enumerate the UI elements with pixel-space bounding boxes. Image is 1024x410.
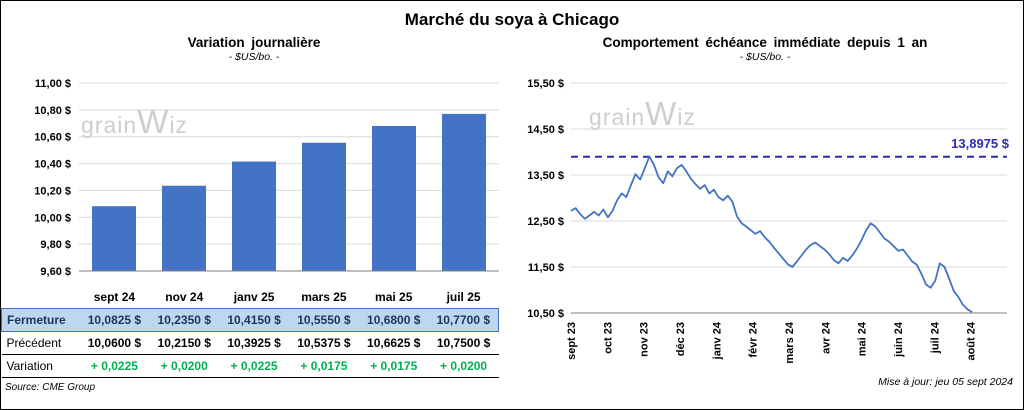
bar-juil-25 <box>442 113 486 271</box>
x-axis-label: nov 23 <box>639 322 651 357</box>
x-axis-label: janv 24 <box>711 321 723 360</box>
fermeture-value: 10,2350 $ <box>149 308 220 332</box>
y-axis-label: 10,60 $ <box>34 132 71 144</box>
row-label-precedent: Précédent <box>1 331 80 355</box>
x-axis-label: déc 23 <box>675 322 687 356</box>
right-chart-subtitle: - $US/bo. - <box>739 51 791 63</box>
price-line <box>570 155 973 313</box>
x-axis-label: sept 23 <box>566 322 578 360</box>
bar-nov-24 <box>162 185 206 271</box>
bar-janv-25 <box>232 161 276 271</box>
y-axis-label: 12,50 $ <box>527 216 564 228</box>
contract-label: janv 25 <box>233 290 275 304</box>
yearly-high-label: 13,8975 $ <box>951 136 1009 151</box>
x-axis-label: juil 24 <box>929 321 941 354</box>
bar-sept-24 <box>92 206 136 271</box>
header-empty-cell <box>2 285 80 309</box>
y-axis-label: 15,50 $ <box>527 78 564 90</box>
row-label-fermeture: Fermeture <box>1 308 80 332</box>
y-axis-label: 11,50 $ <box>528 262 564 274</box>
contract-header-row: sept 24 nov 24 janv 25 mars 25 mai 25 ju… <box>2 285 499 309</box>
left-chart-title: Variation journalière <box>187 35 321 50</box>
bar-mars-25 <box>302 142 346 271</box>
precedent-value: 10,3925 $ <box>219 331 289 355</box>
precedent-value: 10,5375 $ <box>288 331 359 355</box>
x-axis-label: avr 24 <box>820 321 832 354</box>
source-note: Source: CME Group <box>5 382 96 393</box>
y-axis-label: 10,00 $ <box>34 212 71 224</box>
x-axis-label: févr 24 <box>748 321 760 357</box>
row-label-variation: Variation <box>1 354 80 378</box>
left-chart-subtitle: - $US/bo. - <box>228 51 280 63</box>
precedent-value: 10,7500 $ <box>428 331 499 355</box>
table-row-precedent: Précédent 10,0600 $ 10,2150 $ 10,3925 $ … <box>1 331 499 355</box>
y-axis-label: 9,60 $ <box>40 266 71 278</box>
y-axis-label: 13,50 $ <box>527 170 564 182</box>
bar-mai-25 <box>372 125 416 271</box>
contract-label: nov 24 <box>165 290 204 304</box>
variation-value: + 0,0175 <box>288 354 359 378</box>
y-axis-label: 10,50 $ <box>527 308 564 320</box>
contract-label: sept 24 <box>93 290 136 304</box>
x-axis-label: mars 24 <box>784 321 796 363</box>
x-axis-label: août 24 <box>966 321 978 360</box>
x-axis-label: oct 23 <box>602 322 614 354</box>
front-month-panel: Comportement échéance immédiate depuis 1… <box>507 30 1023 393</box>
variation-value: + 0,0200 <box>149 354 220 378</box>
line-chart-area: 10,50 $ 11,50 $ 12,50 $ 13,50 $ 14,50 $ 15,50… <box>507 67 1023 379</box>
contract-label: juil 25 <box>446 290 481 304</box>
page-title: Marché du soya à Chicago <box>404 10 620 29</box>
precedent-value: 10,0600 $ <box>79 331 150 355</box>
variation-value: + 0,0225 <box>79 354 150 378</box>
precedent-value: 10,2150 $ <box>149 331 220 355</box>
fermeture-value: 10,5550 $ <box>288 308 359 332</box>
x-axis-label: juin 24 <box>893 321 905 358</box>
daily-variation-panel: Variation journalière - $US/bo. - 9,60 $… <box>1 30 507 393</box>
table-row-fermeture: Fermeture 10,0825 $ 10,2350 $ 10,4150 $ … <box>1 308 499 332</box>
y-axis-label: 10,40 $ <box>34 159 71 171</box>
line-chart: 10,50 $ 11,50 $ 12,50 $ 13,50 $ 14,50 $ 15,50… <box>527 78 1007 364</box>
contract-label: mars 25 <box>301 290 347 304</box>
y-axis-label: 10,20 $ <box>34 185 71 197</box>
variation-value: + 0,0200 <box>428 354 499 378</box>
bar-chart: 9,60 $ 9,80 $ 10,00 $ 10,20 $ 10,40 $ 10,60 $… <box>34 78 499 278</box>
y-axis-label: 11,00 $ <box>35 78 71 90</box>
table-row-variation: Variation + 0,0225 + 0,0200 + 0,0225 + 0… <box>1 354 499 378</box>
y-axis-label: 9,80 $ <box>40 239 71 251</box>
bar-chart-area: 9,60 $ 9,80 $ 10,00 $ 10,20 $ 10,40 $ 10,60 $… <box>1 73 507 285</box>
variation-value: + 0,0175 <box>358 354 429 378</box>
fermeture-value: 10,6800 $ <box>358 308 429 332</box>
contract-label: mai 25 <box>375 290 413 304</box>
variation-value: + 0,0225 <box>219 354 289 378</box>
price-table: sept 24 nov 24 janv 25 mars 25 mai 25 ju… <box>1 285 499 378</box>
y-axis-label: 14,50 $ <box>527 124 564 136</box>
y-axis-label: 10,80 $ <box>34 105 71 117</box>
update-note: Mise à jour: jeu 05 sept 2024 <box>878 376 1013 388</box>
fermeture-value: 10,0825 $ <box>79 308 150 332</box>
x-axis-label: mai 24 <box>857 321 869 356</box>
fermeture-value: 10,7700 $ <box>428 308 499 332</box>
panels: Variation journalière - $US/bo. - 9,60 $… <box>1 30 1023 393</box>
fermeture-value: 10,4150 $ <box>219 308 289 332</box>
precedent-value: 10,6625 $ <box>358 331 429 355</box>
right-chart-title: Comportement échéance immédiate depuis 1… <box>602 35 928 50</box>
